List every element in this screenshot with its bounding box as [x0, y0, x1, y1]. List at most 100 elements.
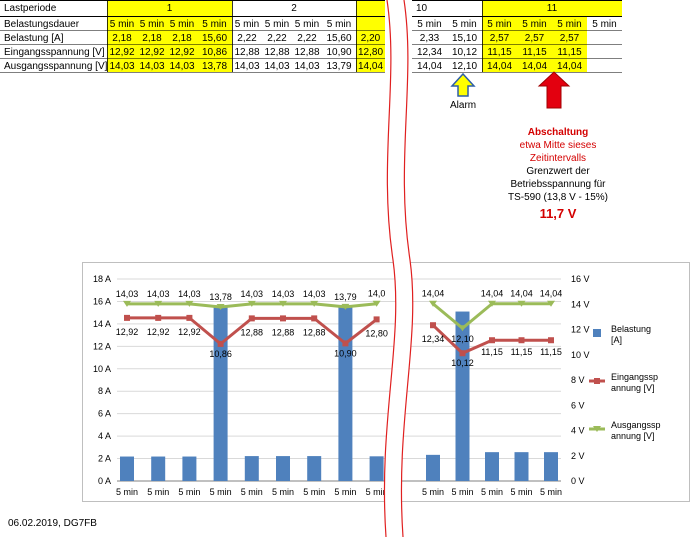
table-cell: 14,04 — [358, 61, 383, 72]
output-data-label: 14,03 — [116, 289, 139, 299]
table-cell: 10,90 — [326, 47, 351, 58]
x-tick-label: 5 min — [334, 487, 356, 497]
chart: 0 A 2 A 4 A 6 A 8 A 10 A 12 A 14 A 16 A 18 A 0 V 2 … — [82, 262, 690, 502]
legend-swatch-bar — [593, 329, 601, 337]
shutdown-line: etwa Mitte sieses — [519, 140, 597, 151]
bar — [455, 311, 470, 481]
output-data-label: 14,04 — [510, 289, 533, 299]
output-data-label: 14,04 — [540, 289, 563, 299]
table-cell: 11,15 — [487, 47, 512, 58]
legend-label: Belastung — [611, 324, 651, 334]
alarm-arrow-icon — [450, 72, 476, 97]
output-data-label: 14,0 — [368, 289, 386, 299]
shutdown-arrow-icon — [537, 71, 571, 109]
legend-label: annung [V] — [611, 431, 655, 441]
shutdown-note: Abschaltung etwa Mitte sieses Zeitinterv… — [488, 126, 628, 220]
table-cell: 5 min — [295, 19, 319, 30]
output-marker — [341, 303, 350, 310]
y-left-tick: 6 A — [98, 409, 111, 419]
table-cell: 14,03 — [294, 61, 319, 72]
table-row-label: Ausgangsspannung [V] — [4, 61, 108, 72]
table-cell: 12,88 — [264, 47, 289, 58]
output-data-label: 12,10 — [451, 334, 474, 344]
input-data-label: 12,92 — [116, 327, 139, 337]
x-tick-label: 5 min — [481, 487, 503, 497]
x-tick-label: 5 min — [303, 487, 325, 497]
output-data-label: 14,04 — [422, 289, 445, 299]
table-highlight — [482, 0, 622, 16]
output-marker — [216, 304, 225, 311]
bar — [369, 456, 384, 481]
output-marker — [547, 300, 555, 307]
x-tick-label: 5 min — [451, 487, 473, 497]
input-marker — [342, 340, 349, 347]
legend-marker-input — [594, 378, 600, 384]
output-data-label: 13,78 — [209, 292, 232, 302]
input-marker — [373, 316, 380, 323]
table-cell: 15,60 — [326, 33, 351, 44]
output-marker — [372, 300, 381, 307]
table-cell: 5 min — [170, 19, 194, 30]
y-left-tick: 18 A — [93, 274, 111, 284]
table-period-label: 10 — [416, 3, 428, 14]
input-data-label: 12,88 — [303, 327, 326, 337]
input-data-label: 12,88 — [272, 327, 295, 337]
output-marker — [488, 300, 496, 307]
bar — [426, 454, 440, 481]
y-left-tick: 2 A — [98, 454, 111, 464]
output-data-label: 14,04 — [481, 289, 504, 299]
bar — [276, 456, 290, 481]
output-marker — [458, 325, 467, 332]
limit-line: Grenzwert der — [526, 166, 590, 177]
legend-label: Ausgangssp — [611, 420, 661, 430]
input-data-label: 12,92 — [147, 327, 170, 337]
x-tick-label: 5 min — [366, 487, 388, 497]
input-marker — [430, 322, 436, 329]
table-row-label: Belastung [A] — [4, 33, 64, 44]
x-tick-label: 5 min — [147, 487, 169, 497]
data-table: Lastperiode Belastungsdauer Belastung [A] E… — [0, 0, 622, 73]
output-data-label: 14,03 — [241, 289, 264, 299]
table-cell: 2,18 — [142, 33, 162, 44]
y-left-tick: 8 A — [98, 386, 111, 396]
input-data-label: 11,15 — [540, 347, 562, 357]
table-cell: 5 min — [557, 19, 581, 30]
x-tick-label: 5 min — [272, 487, 294, 497]
output-marker — [123, 300, 131, 307]
table-cell: 14,03 — [169, 61, 194, 72]
input-data-label: 10,90 — [334, 348, 357, 358]
output-data-label: 14,03 — [178, 289, 201, 299]
output-line — [432, 302, 551, 330]
table-cell: 2,57 — [560, 33, 580, 44]
table-cell: 2,18 — [172, 33, 192, 44]
bar — [338, 305, 353, 481]
y-right-tick: 4 V — [571, 426, 585, 436]
table-cell: 12,92 — [169, 47, 194, 58]
output-marker — [429, 300, 437, 307]
y-right-tick: 8 V — [571, 375, 585, 385]
alarm-label: Alarm — [450, 100, 477, 111]
x-tick-label: 5 min — [540, 487, 562, 497]
table-cell: 2,57 — [525, 33, 545, 44]
input-marker — [548, 337, 554, 344]
input-marker — [489, 337, 495, 344]
y-right-tick: 14 V — [571, 299, 590, 309]
output-marker — [154, 300, 163, 307]
table-row-label: Lastperiode — [4, 3, 57, 14]
y-right-tick: 2 V — [571, 451, 585, 461]
table-cell: 5 min — [202, 19, 226, 30]
y-left-tick: 12 A — [93, 341, 111, 351]
shutdown-line: Zeitintervalls — [529, 153, 587, 164]
output-marker — [279, 300, 287, 307]
output-marker — [247, 300, 256, 307]
input-marker — [124, 314, 130, 321]
table-period-label: 2 — [291, 3, 297, 14]
table-cell: 12,10 — [452, 61, 477, 72]
table-cell: 11,15 — [522, 47, 547, 58]
table-cell: 14,03 — [264, 61, 289, 72]
table-cell: 15,10 — [452, 33, 477, 44]
legend-label: Eingangssp — [611, 372, 658, 382]
bar — [544, 452, 558, 481]
y-right-tick: 0 V — [571, 476, 585, 486]
output-marker — [310, 300, 319, 307]
